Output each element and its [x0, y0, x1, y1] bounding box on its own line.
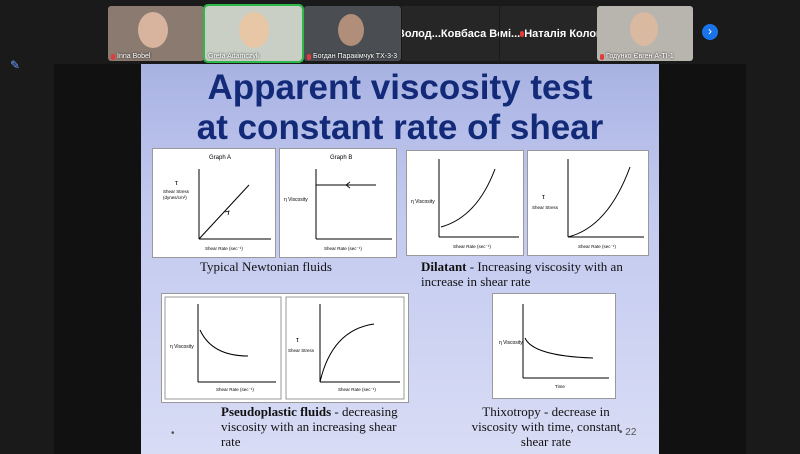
participant-tile[interactable]: Ковбаса Волод... Ковбаса Володимир [402, 6, 499, 61]
y-axis-label: Shear Stress [532, 205, 559, 210]
x-axis-label: Time [555, 384, 565, 389]
x-axis-label: Shear Rate (sec⁻¹) [578, 244, 616, 249]
x-axis-label: Shear Rate (sec⁻¹) [324, 246, 362, 251]
avatar [138, 12, 168, 48]
participant-name: Greta Adamczyk [208, 53, 260, 60]
tau-label: τ [175, 180, 178, 187]
slide-title-line-1: Apparent viscosity test [207, 68, 593, 107]
caption-pseudoplastic-term: Pseudoplastic fluids [221, 404, 332, 419]
dilatant-curve [567, 166, 631, 238]
pseudoplastic-curve [199, 329, 249, 357]
y-axis-label: η Viscosity [499, 340, 523, 346]
mic-muted-icon [307, 53, 311, 60]
graph-a: Graph A τ Shear Stress (dynes/cm²) Shear… [152, 148, 276, 258]
thixotropy-curve [524, 337, 594, 359]
participant-tile[interactable]: Годунко Євген А-ТІ-1 [597, 6, 693, 61]
tau-label: τ [296, 337, 299, 344]
slide-title-line-2: at constant rate of shear [196, 108, 604, 147]
caption-thixotropy: Thixotropy - decrease in viscosity with … [471, 404, 621, 449]
participant-tile-active[interactable]: Greta Adamczyk [203, 4, 304, 63]
caption-pseudoplastic: Pseudoplastic fluids - decreasing viscos… [221, 404, 401, 449]
caption-newtonian: Typical Newtonian fluids [200, 259, 332, 274]
x-axis-label: Shear Rate (sec⁻¹) [338, 387, 376, 392]
y-axis-units: (dynes/cm²) [163, 195, 187, 200]
participant-display-name: Ковбаса Волод... [402, 27, 441, 40]
participant-name: Ковбаса Володимир [440, 27, 499, 40]
slide-page-number: • 22 [619, 427, 637, 438]
pin-icon[interactable]: ✎ [10, 58, 21, 72]
graph-dilatant-viscosity: η Viscosity Shear Rate (sec⁻¹) [406, 150, 524, 256]
slide-dot: • [171, 428, 175, 439]
next-participants-button[interactable]: › [702, 24, 718, 40]
x-axis-label: Shear Rate (sec⁻¹) [453, 244, 491, 249]
mic-muted-icon [111, 53, 115, 60]
graph-thixotropy: η Viscosity Time [492, 293, 616, 399]
y-axis-label: Shear Stress [163, 189, 190, 194]
y-axis-label: η Viscosity [411, 199, 435, 205]
caption-dilatant-term: Dilatant [421, 259, 467, 274]
tau-label: τ [542, 194, 545, 201]
participant-name: Наталія Коломійченко тх... [524, 27, 597, 40]
graph-pseudoplastic: η Viscosity Shear Rate (sec⁻¹) τ Shear S… [161, 293, 409, 403]
y-axis-label: η Viscosity [284, 197, 308, 203]
newtonian-line [198, 184, 250, 240]
y-axis-label: η Viscosity [170, 344, 194, 350]
graph-a-title: Graph A [209, 155, 231, 161]
graph-b-title: Graph B [330, 155, 352, 161]
presentation-slide: Apparent viscosity test at constant rate… [141, 64, 659, 454]
x-axis-label: Shear Rate (sec⁻¹) [205, 246, 243, 251]
participant-tile[interactable]: Inna Bobel [108, 6, 204, 61]
caption-pseudoplastic-text: - decreasing viscosity with an increasin… [221, 404, 398, 449]
graph-dilatant-stress: τ Shear Stress Shear Rate (sec⁻¹) [527, 150, 649, 256]
mic-muted-icon [600, 53, 604, 60]
participant-display-name: Наталія Коломі... [500, 27, 521, 40]
avatar [630, 12, 658, 46]
participant-tile[interactable]: Богдан Паракімчук ТХ-3-3 [304, 6, 401, 61]
participant-tile[interactable]: Наталія Коломі... Наталія Коломійченко т… [500, 6, 597, 61]
participant-name: Годунко Євген А-ТІ-1 [606, 53, 674, 60]
caption-dilatant: Dilatant - Increasing viscosity with an … [421, 259, 651, 289]
graph-b: Graph B η Viscosity Shear Rate (sec⁻¹) [279, 148, 397, 258]
slide-title: Apparent viscosity test at constant rate… [141, 68, 659, 148]
page-number-value: 22 [625, 427, 637, 438]
participant-name: Inna Bobel [117, 53, 151, 60]
caption-dilatant-text: - Increasing viscosity with an increase … [421, 259, 623, 289]
pseudoplastic-curve [319, 323, 375, 383]
chevron-right-icon: › [708, 24, 712, 38]
y-axis-label: Shear Stress [288, 348, 315, 353]
mic-muted-icon [520, 30, 525, 37]
participant-name: Богдан Паракімчук ТХ-3-3 [313, 53, 398, 60]
avatar [239, 12, 269, 48]
dilatant-curve [440, 168, 496, 228]
participant-strip: Inna Bobel Greta Adamczyk Богдан Паракім… [0, 0, 800, 64]
x-axis-label: Shear Rate (sec⁻¹) [216, 387, 254, 392]
avatar [338, 14, 364, 46]
